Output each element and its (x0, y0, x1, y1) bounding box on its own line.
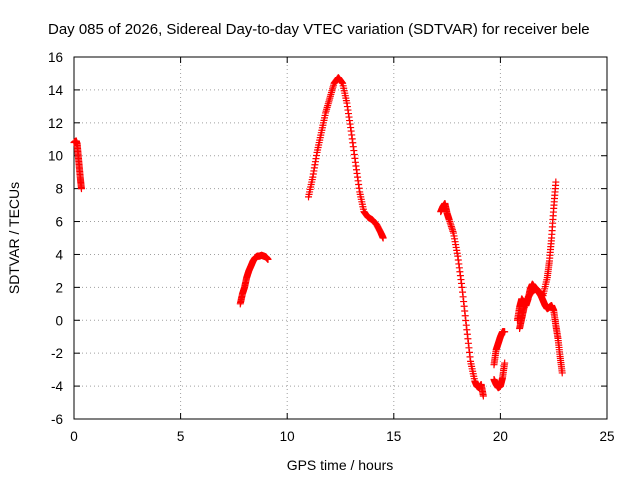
x-axis-label: GPS time / hours (287, 457, 394, 473)
x-axis-ticks: 0 5 10 15 20 25 (70, 57, 615, 444)
data-point (501, 359, 509, 367)
x-tick-label: 15 (386, 429, 401, 444)
y-axis-ticks: -6 -4 -2 0 2 4 6 8 10 12 14 16 (48, 50, 607, 427)
x-tick-label: 0 (70, 429, 78, 444)
chart-title: Day 085 of 2026, Sidereal Day-to-day VTE… (48, 21, 590, 38)
y-tick-label: -2 (51, 346, 63, 361)
data-point (379, 234, 387, 242)
data-points (70, 74, 566, 400)
y-tick-label: 6 (55, 215, 63, 230)
y-tick-label: 0 (55, 313, 63, 328)
y-tick-label: -6 (51, 412, 63, 427)
plot-frame (73, 56, 608, 420)
data-point (558, 369, 566, 377)
y-tick-label: 14 (48, 83, 64, 98)
y-tick-label: 12 (48, 116, 63, 131)
x-tick-label: 10 (280, 429, 295, 444)
x-tick-label: 5 (177, 429, 185, 444)
y-axis-label: SDTVAR / TECUs (6, 182, 22, 294)
y-tick-label: 2 (55, 280, 63, 295)
y-tick-label: 10 (48, 149, 63, 164)
grid-lines (74, 57, 607, 419)
data-point (501, 328, 509, 336)
data-point (77, 185, 85, 193)
y-tick-label: 4 (55, 247, 63, 262)
y-tick-label: -4 (51, 379, 63, 394)
y-tick-label: 16 (48, 50, 63, 65)
x-tick-label: 20 (493, 429, 508, 444)
y-tick-label: 8 (55, 182, 63, 197)
data-point (264, 255, 272, 263)
x-tick-label: 25 (599, 429, 614, 444)
data-point (479, 392, 487, 400)
data-point (552, 178, 560, 186)
